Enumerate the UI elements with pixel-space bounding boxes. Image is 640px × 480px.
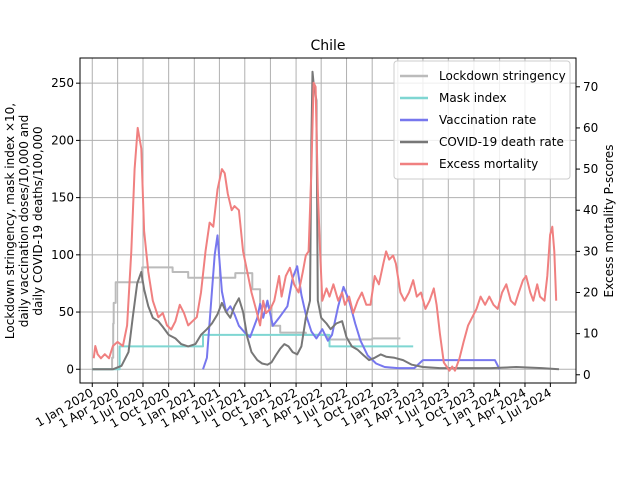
y-tick-label-left: 100 xyxy=(51,248,74,262)
y-tick-label-left: 50 xyxy=(59,305,74,319)
y-tick-label-right: 10 xyxy=(583,327,598,341)
lockdown-stringency-line xyxy=(92,266,401,371)
covid-19-death-rate-line xyxy=(92,70,560,371)
right-axis: 0 10 20 30 40 50 60 70 xyxy=(576,80,598,382)
y-tick-label-right: 30 xyxy=(583,244,598,258)
grid xyxy=(80,58,576,383)
y-tick-label-right: 60 xyxy=(583,121,598,135)
legend-label-lockdown-stringency: Lockdown stringency xyxy=(439,69,566,83)
legend-box xyxy=(393,60,571,180)
right-axis-title: Excess mortality P-scores xyxy=(602,145,616,298)
left-axis-title: Lockdown stringency, mask index ×10,dail… xyxy=(3,103,45,339)
y-tick-label-right: 40 xyxy=(583,203,598,217)
left-axis: 0 50 100 150 200 250 xyxy=(51,76,80,376)
y-tick-label-left: 0 xyxy=(66,362,74,376)
plot-frame xyxy=(79,57,577,384)
legend-label-covid-19-death-rate: COVID-19 death rate xyxy=(439,135,564,149)
y-tick-label-right: 0 xyxy=(583,368,591,382)
left-axis-title-line: daily vaccination doses/10,000 and xyxy=(17,115,31,328)
series-lines xyxy=(92,70,560,372)
legend-label-mask-index: Mask index xyxy=(439,91,507,105)
y-tick-label-right: 50 xyxy=(583,162,598,176)
vaccination-rate-line xyxy=(202,234,501,370)
left-axis-title-line: Lockdown stringency, mask index ×10, xyxy=(3,103,17,339)
legend-label-excess-mortality: Excess mortality xyxy=(439,157,538,171)
left-axis-title-line: daily COVID-19 deaths/100,000 xyxy=(31,126,45,315)
legend-label-vaccination-rate: Vaccination rate xyxy=(439,113,536,127)
legend: Lockdown stringency Mask index Vaccination… xyxy=(393,60,571,180)
y-tick-label-left: 200 xyxy=(51,133,74,147)
y-tick-label-left: 150 xyxy=(51,191,74,205)
y-tick-label-right: 70 xyxy=(583,80,598,94)
y-tick-label-right: 20 xyxy=(583,285,598,299)
chart-title: Chile xyxy=(310,38,345,54)
y-tick-label-left: 250 xyxy=(51,76,74,90)
excess-mortality-line xyxy=(92,81,558,372)
